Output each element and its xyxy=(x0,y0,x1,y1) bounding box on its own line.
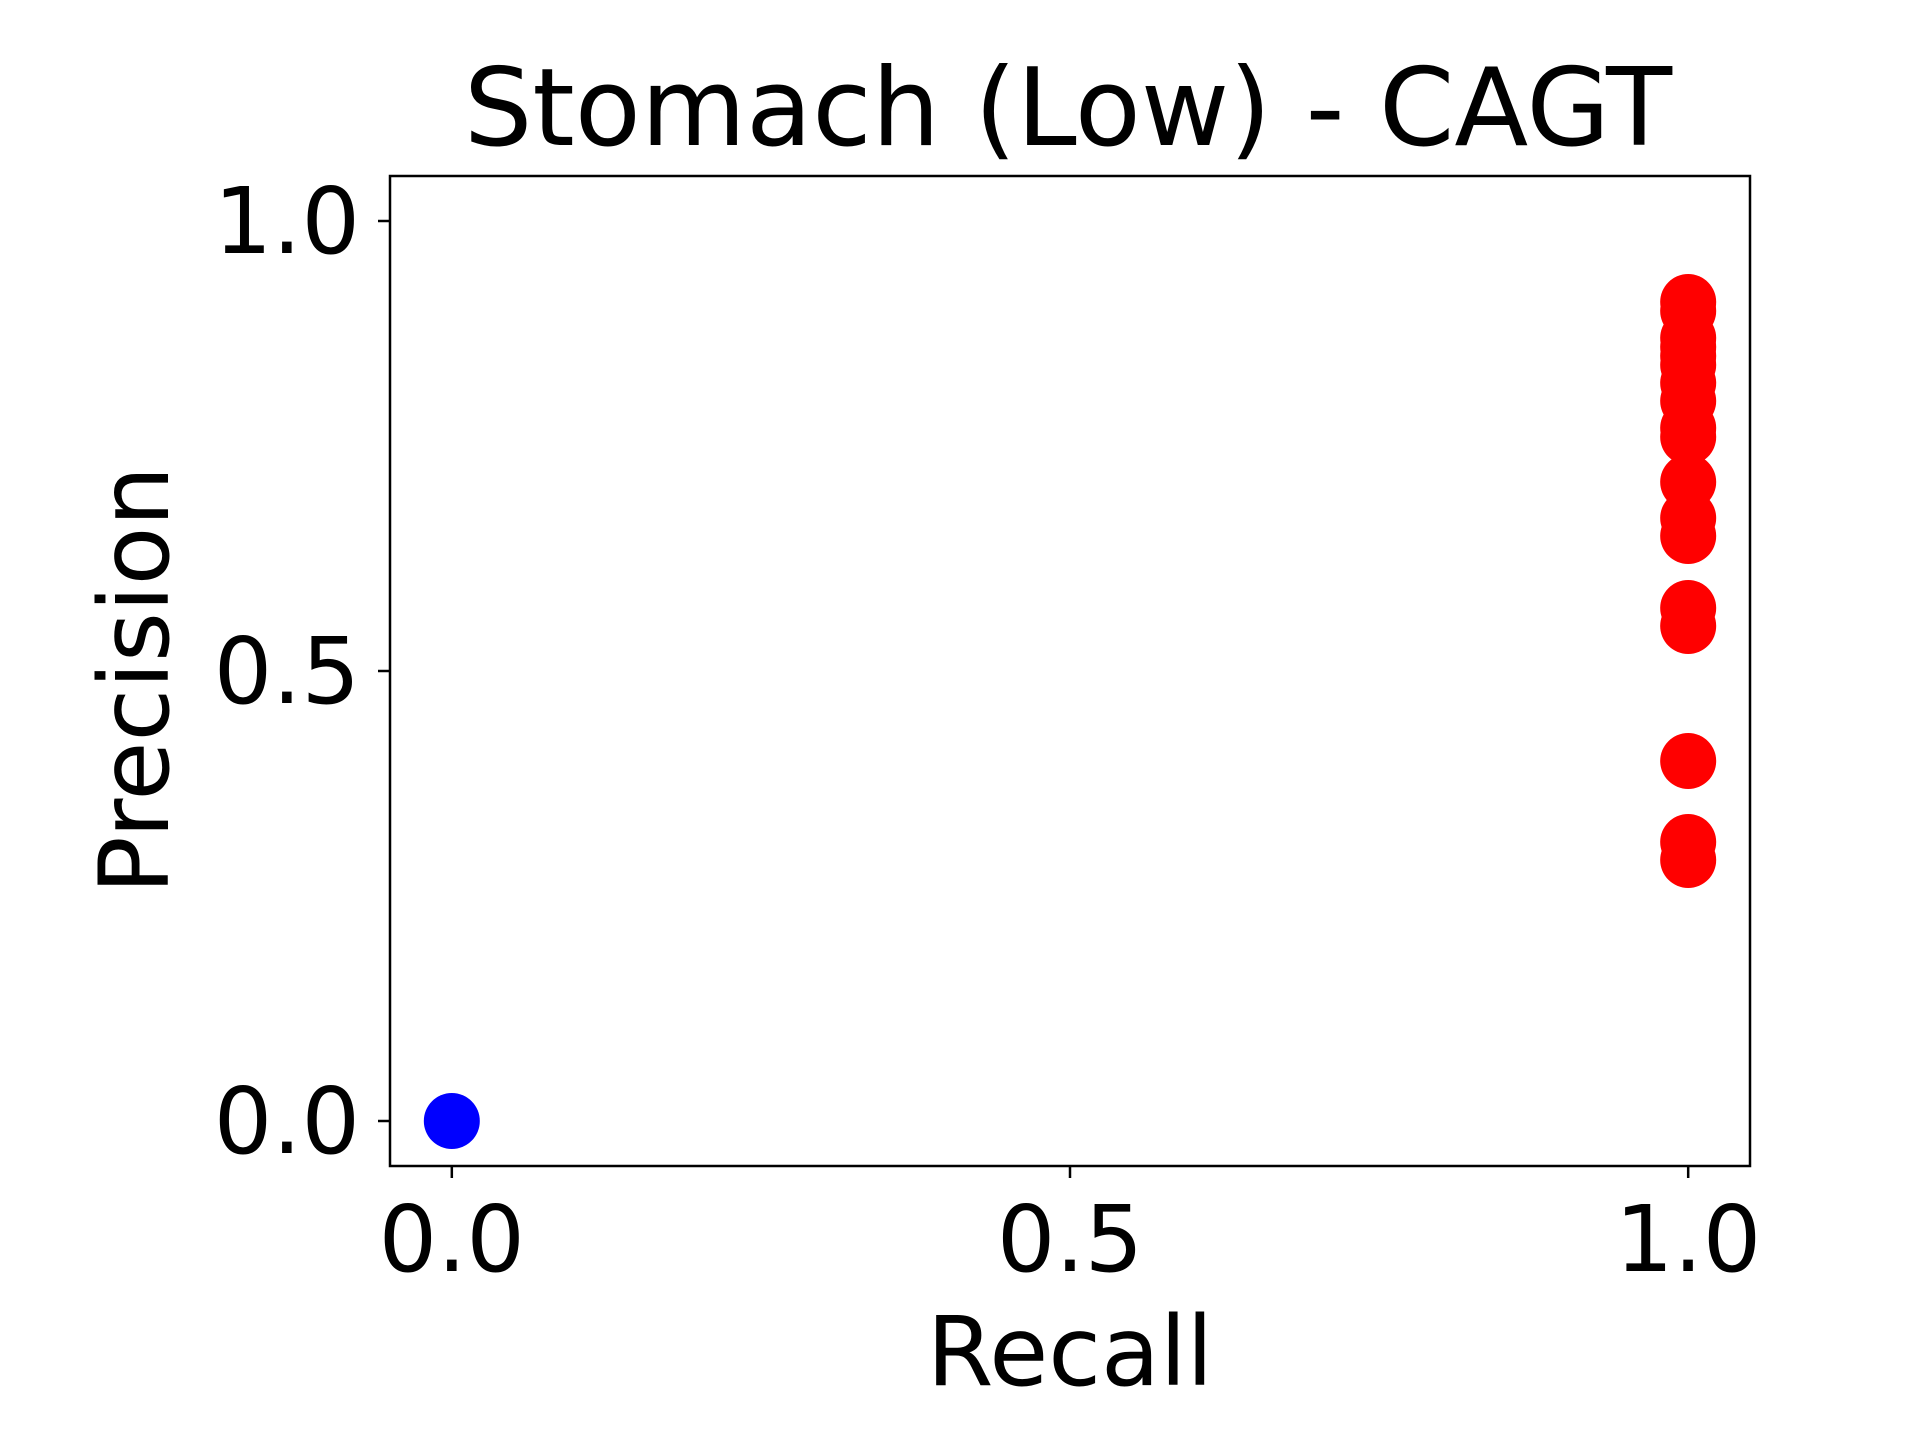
data-point xyxy=(1660,733,1717,789)
y-tick-label: 0.5 xyxy=(214,618,360,725)
y-tick-label: 1.0 xyxy=(214,168,360,275)
data-point xyxy=(1660,508,1717,564)
x-axis-ticks: 0.0 0.5 1.0 xyxy=(379,1166,1761,1293)
y-axis-ticks: 0.0 0.5 1.0 xyxy=(214,168,390,1175)
x-axis-label: Recall xyxy=(927,1296,1213,1408)
x-tick-label: 0.0 xyxy=(379,1186,525,1293)
y-tick-label: 0.0 xyxy=(214,1068,360,1175)
data-point xyxy=(1660,409,1717,465)
x-tick-label: 1.0 xyxy=(1615,1186,1761,1293)
plot-area xyxy=(388,174,1752,1168)
y-axis-label: Precision xyxy=(79,466,191,894)
data-point xyxy=(1660,832,1717,888)
data-point xyxy=(1660,598,1717,654)
chart-title: Stomach (Low) - CAGT xyxy=(464,46,1673,171)
data-point xyxy=(423,1093,480,1149)
data-points xyxy=(423,274,1717,1149)
x-tick-label: 0.5 xyxy=(997,1186,1143,1293)
